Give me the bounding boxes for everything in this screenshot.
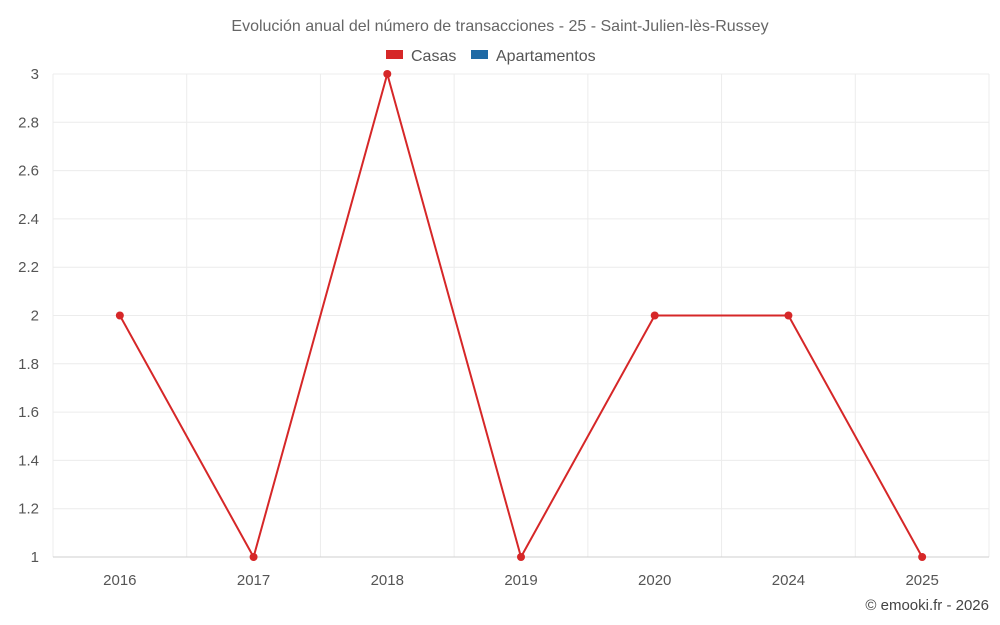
legend-item-apartamentos[interactable]: Apartamentos bbox=[471, 48, 596, 65]
y-tick-label: 2.8 bbox=[18, 114, 39, 131]
x-tick-label: 2018 bbox=[371, 572, 404, 589]
credit-text: © emooki.fr - 2026 bbox=[865, 597, 989, 614]
y-tick-label: 2.2 bbox=[18, 259, 39, 276]
data-point[interactable] bbox=[383, 70, 392, 78]
y-tick-label: 2.4 bbox=[18, 211, 39, 228]
x-tick-label: 2020 bbox=[638, 572, 671, 589]
x-tick-label: 2019 bbox=[504, 572, 537, 589]
data-point[interactable] bbox=[784, 311, 793, 320]
data-point[interactable] bbox=[249, 553, 258, 561]
grid bbox=[52, 73, 990, 558]
legend-label-apartamentos: Apartamentos bbox=[496, 48, 596, 65]
x-tick-label: 2016 bbox=[103, 572, 136, 589]
y-tick-label: 1 bbox=[31, 549, 39, 566]
chart-title: Evolución anual del número de transaccio… bbox=[231, 18, 768, 35]
y-tick-label: 1.6 bbox=[18, 404, 39, 421]
legend-swatch-apartamentos bbox=[471, 50, 488, 59]
x-tick-label: 2025 bbox=[905, 572, 938, 589]
legend-swatch-casas bbox=[386, 50, 403, 59]
x-axis-ticks: 2016 2017 2018 2019 2020 2024 2025 bbox=[103, 572, 939, 589]
data-point[interactable] bbox=[517, 553, 525, 561]
y-tick-label: 2 bbox=[31, 308, 39, 325]
data-point[interactable] bbox=[918, 553, 927, 561]
y-tick-label: 1.2 bbox=[18, 501, 39, 518]
y-tick-label: 2.6 bbox=[18, 163, 39, 180]
x-tick-label: 2024 bbox=[772, 572, 805, 589]
y-tick-label: 3 bbox=[31, 66, 39, 83]
data-point[interactable] bbox=[650, 311, 659, 320]
y-tick-label: 1.4 bbox=[18, 452, 39, 469]
legend-item-casas[interactable]: Casas bbox=[386, 48, 456, 65]
y-tick-label: 1.8 bbox=[18, 356, 39, 373]
legend: Casas Apartamentos bbox=[386, 48, 596, 65]
x-tick-label: 2017 bbox=[237, 572, 270, 589]
y-axis-ticks: 1 1.2 1.4 1.6 1.8 2 2.2 2.4 2.6 2.8 3 bbox=[18, 66, 39, 566]
series bbox=[115, 70, 927, 561]
data-point[interactable] bbox=[115, 311, 124, 320]
legend-label-casas: Casas bbox=[411, 48, 456, 65]
